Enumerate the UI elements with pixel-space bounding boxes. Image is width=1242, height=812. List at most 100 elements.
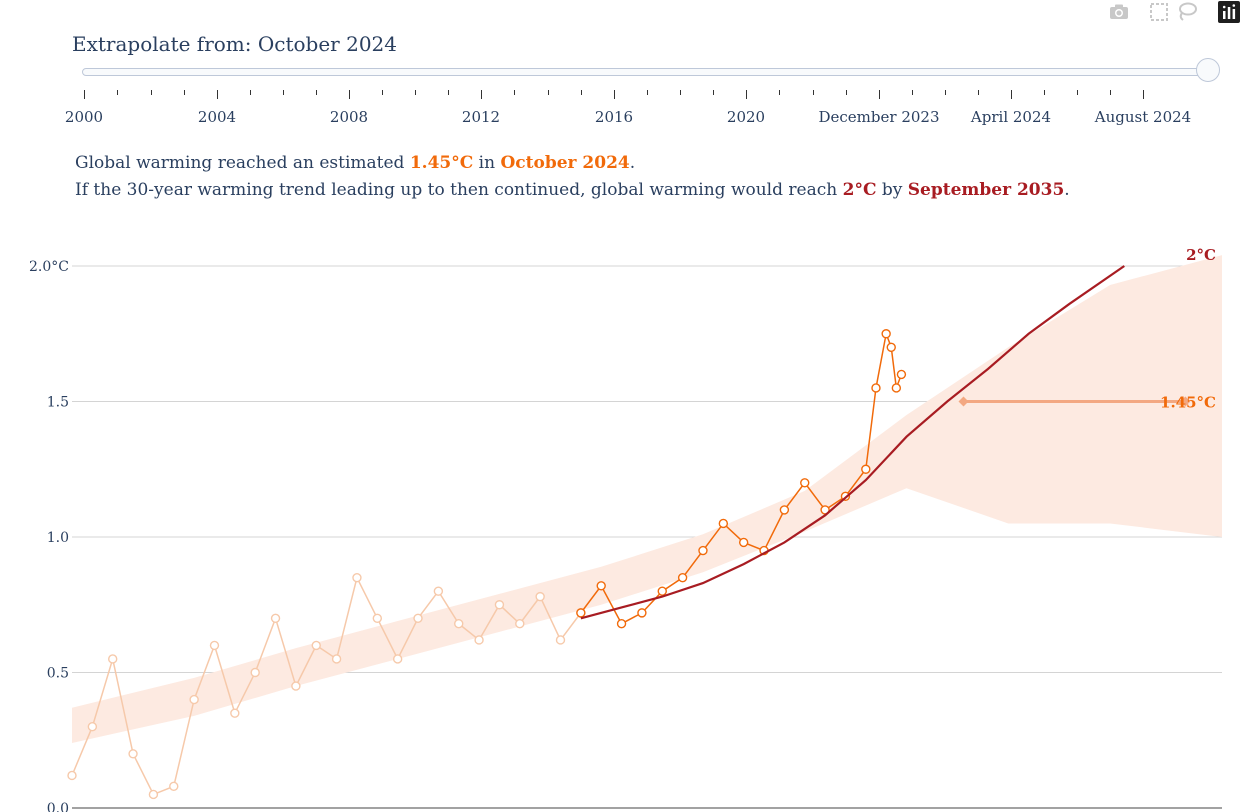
slider-minor-tick (580, 90, 582, 95)
target-date: September 2035 (907, 180, 1065, 200)
plotly-logo-icon[interactable] (1218, 1, 1240, 23)
warming-chart: 0.0 0.5 1.0 1.5 2.0°C 2°C 1.45°C (29, 246, 1222, 812)
slider-minor-tick (680, 90, 681, 95)
data-point (596, 581, 606, 591)
data-point (189, 694, 199, 705)
data-point (494, 600, 505, 610)
data-point (250, 667, 260, 678)
data-point (433, 586, 444, 596)
slider-minor-tick (183, 90, 185, 95)
slider-minor-tick (283, 90, 284, 95)
data-point (352, 572, 362, 583)
slider-major-tick (481, 90, 482, 99)
slider-minor-tick (150, 90, 152, 95)
data-point (677, 572, 688, 583)
data-point (698, 545, 708, 556)
data-point (230, 708, 240, 718)
slider-major-tick (746, 90, 747, 99)
slider-tick-label: August 2024 (1094, 108, 1192, 126)
data-point (637, 608, 647, 618)
slider-minor-tick (845, 90, 847, 95)
data-point (871, 383, 881, 393)
slider-minor-tick (647, 90, 648, 95)
slider-major-tick (1143, 90, 1144, 99)
data-point (861, 464, 871, 474)
target-annotation: 2°C (1186, 246, 1216, 264)
y-tick-label: 2.0°C (29, 259, 69, 275)
observed-series (580, 330, 903, 625)
slider-minor-tick (945, 90, 946, 95)
data-point (67, 770, 77, 781)
camera-icon[interactable] (1108, 1, 1130, 23)
slider-minor-tick (448, 90, 449, 95)
target-warming-value: 2°C (842, 180, 877, 200)
y-tick-label: 0.0 (47, 801, 69, 812)
data-point (535, 591, 545, 602)
caption-text: Global warming reached an estimated (75, 153, 410, 173)
slider-minor-tick (1077, 90, 1078, 95)
data-point (291, 681, 301, 691)
data-point (148, 789, 159, 800)
modebar (1082, 0, 1242, 26)
slider-major-tick (1011, 90, 1012, 99)
slider-minor-tick (1110, 90, 1111, 95)
data-point (128, 749, 138, 759)
slider-minor-tick (713, 90, 714, 95)
y-tick-label: 1.0 (47, 530, 69, 546)
slider-handle[interactable] (1196, 58, 1220, 82)
slider-tick-label: 2012 (461, 108, 501, 126)
data-point (779, 505, 790, 515)
data-point (108, 654, 118, 664)
slider-tick-label: 2004 (197, 108, 237, 126)
data-point (392, 654, 403, 664)
caption-text: If the 30-year warming trend leading up … (75, 180, 843, 200)
data-point (311, 640, 321, 651)
data-point (886, 342, 896, 353)
slider-tick-label: December 2023 (818, 108, 940, 126)
slider-minor-tick (382, 90, 383, 95)
slider-major-tick (217, 90, 218, 99)
data-point (331, 654, 342, 664)
slider-minor-tick (1044, 90, 1045, 95)
slider-major-tick (879, 90, 880, 99)
current-warming-value: 1.45°C (409, 153, 474, 173)
caption-text: in (473, 153, 501, 173)
data-point (372, 613, 383, 623)
level-marker (958, 396, 969, 407)
slider-tick-label: April 2024 (970, 108, 1052, 126)
slider-major-tick (614, 90, 615, 99)
slider-minor-tick (978, 90, 979, 95)
slider-tick-label: 2016 (594, 108, 634, 126)
caption-line-1: Global warming reached an estimated 1.45… (75, 150, 1070, 177)
slider-minor-tick (415, 90, 416, 95)
data-point (891, 383, 902, 393)
data-point (454, 619, 464, 629)
level-marker (1180, 396, 1191, 407)
slider-major-tick (349, 90, 350, 99)
current-annotation: 1.45°C (1160, 394, 1216, 412)
slider-minor-tick (316, 90, 317, 95)
data-point (474, 635, 484, 645)
data-point (896, 369, 907, 380)
data-point (87, 722, 98, 732)
slider-major-tick (84, 90, 85, 99)
data-point (576, 608, 586, 618)
slider-rail[interactable] (82, 68, 1216, 76)
data-point (555, 635, 566, 645)
slider-minor-tick (514, 90, 516, 95)
slider-tick-label: 2000 (64, 108, 104, 126)
data-point (209, 640, 220, 651)
box-select-icon[interactable] (1148, 1, 1170, 23)
lasso-icon[interactable] (1176, 1, 1198, 23)
slider-minor-tick (250, 90, 251, 95)
slider-label: Extrapolate from: October 2024 (72, 32, 397, 56)
data-point (657, 586, 667, 596)
slider-minor-tick (779, 90, 781, 95)
y-tick-label: 0.5 (47, 666, 69, 682)
observed-series-faded (71, 575, 582, 796)
slider-tick-label: 2020 (726, 108, 766, 126)
caption-line-2: If the 30-year warming trend leading up … (75, 177, 1070, 204)
data-point (270, 613, 281, 623)
data-point (800, 478, 810, 488)
slider-minor-tick (117, 90, 119, 95)
